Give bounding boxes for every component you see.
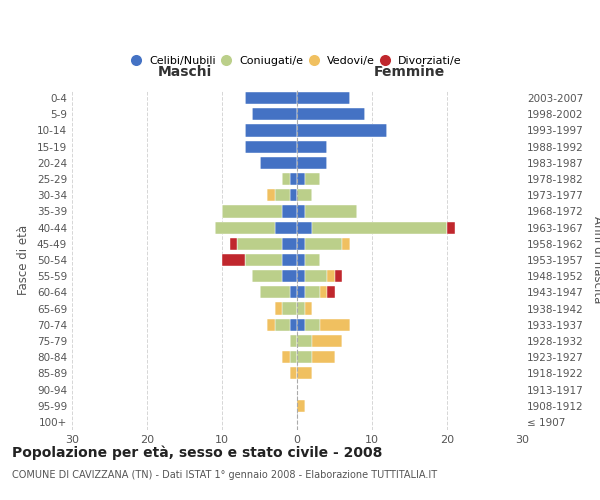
Bar [222,206,282,218]
Text: Maschi: Maschi [157,64,212,78]
Bar [312,335,342,347]
Bar [245,254,282,266]
Bar [222,254,245,266]
Bar [290,173,297,185]
Bar [290,335,297,347]
Bar [282,270,297,282]
Bar [282,351,290,363]
Bar [342,238,349,250]
Bar [245,140,297,152]
Bar [305,302,312,314]
Bar [290,351,297,363]
Bar [237,238,282,250]
Bar [297,108,365,120]
Y-axis label: Fasce di età: Fasce di età [17,225,30,295]
Bar [327,286,335,298]
Bar [282,238,297,250]
Bar [297,140,327,152]
Bar [282,302,297,314]
Bar [297,286,305,298]
Bar [297,400,305,412]
Bar [267,189,275,202]
Bar [327,270,335,282]
Bar [290,318,297,331]
Bar [282,173,290,185]
Bar [297,206,305,218]
Bar [320,318,349,331]
Bar [335,270,342,282]
Bar [305,173,320,185]
Bar [245,92,297,104]
Bar [297,173,305,185]
Bar [290,368,297,380]
Y-axis label: Anni di nascita: Anni di nascita [590,216,600,304]
Bar [215,222,275,234]
Bar [252,270,282,282]
Bar [252,108,297,120]
Bar [275,189,290,202]
Bar [297,270,305,282]
Bar [297,335,312,347]
Bar [297,222,312,234]
Bar [305,286,320,298]
Bar [275,222,297,234]
Bar [267,318,275,331]
Bar [245,124,297,136]
Bar [290,286,297,298]
Bar [275,302,282,314]
Bar [282,206,297,218]
Bar [305,318,320,331]
Bar [297,351,312,363]
Bar [297,238,305,250]
Legend: Celibi/Nubili, Coniugati/e, Vedovi/e, Divorziati/e: Celibi/Nubili, Coniugati/e, Vedovi/e, Di… [128,52,466,70]
Bar [297,318,305,331]
Bar [312,222,447,234]
Bar [290,189,297,202]
Bar [275,318,290,331]
Bar [305,238,342,250]
Bar [260,157,297,169]
Bar [297,189,312,202]
Bar [305,270,327,282]
Bar [312,351,335,363]
Bar [297,92,349,104]
Bar [297,368,312,380]
Bar [305,206,357,218]
Bar [297,124,387,136]
Text: Popolazione per età, sesso e stato civile - 2008: Popolazione per età, sesso e stato civil… [12,446,382,460]
Bar [260,286,290,298]
Text: Femmine: Femmine [374,64,445,78]
Bar [297,157,327,169]
Bar [297,254,305,266]
Bar [447,222,455,234]
Bar [229,238,237,250]
Bar [320,286,327,298]
Bar [297,302,305,314]
Text: COMUNE DI CAVIZZANA (TN) - Dati ISTAT 1° gennaio 2008 - Elaborazione TUTTITALIA.: COMUNE DI CAVIZZANA (TN) - Dati ISTAT 1°… [12,470,437,480]
Bar [305,254,320,266]
Bar [282,254,297,266]
